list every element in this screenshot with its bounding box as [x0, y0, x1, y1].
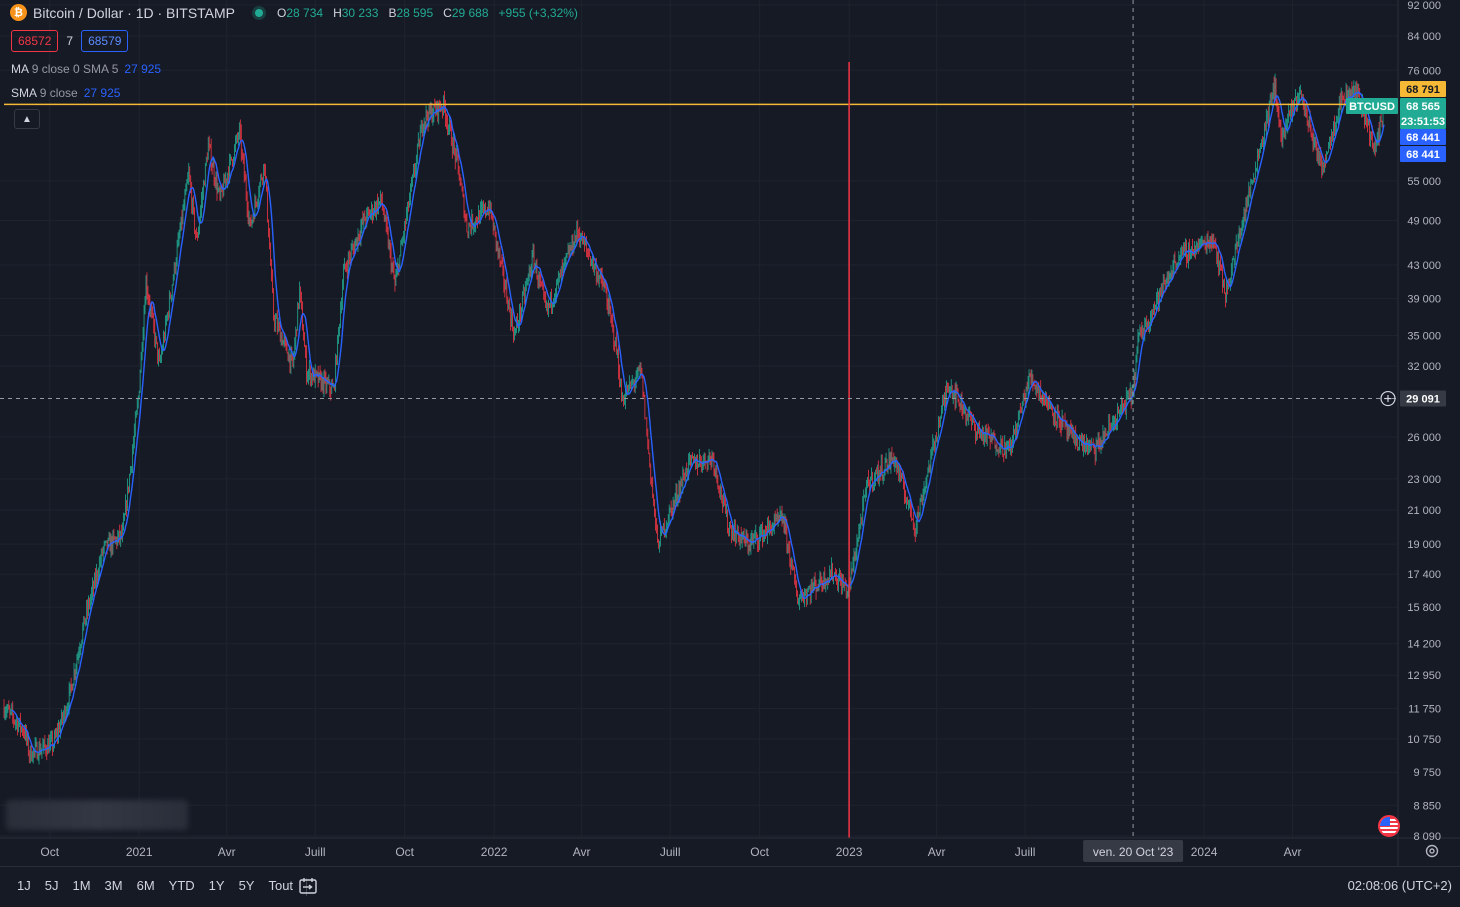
- price-tick-label: 76 000: [1407, 65, 1441, 77]
- range-button-ytd[interactable]: YTD: [168, 878, 195, 893]
- ohlc-change: +955 (+3,32%): [498, 5, 578, 20]
- range-button-1j[interactable]: 1J: [17, 878, 31, 893]
- gear-icon[interactable]: [1424, 843, 1440, 859]
- price-tick-label: 11 750: [1408, 703, 1441, 715]
- crosshair-date-bg: [1083, 840, 1184, 862]
- collapse-legend-button[interactable]: ▲: [14, 109, 40, 129]
- symbol-tag-bg: [1346, 98, 1398, 114]
- time-tick-label: 2022: [481, 845, 508, 859]
- price-tick-label: 43 000: [1407, 260, 1441, 272]
- price-tick-label: 8 850: [1413, 800, 1441, 812]
- price-tick-label: 14 200: [1407, 639, 1441, 651]
- market-open-dot-icon: [255, 8, 264, 17]
- price-tick-label: 92 000: [1407, 0, 1441, 12]
- crosshair-price-tag-bg: [1400, 390, 1446, 407]
- price-tick-label: 35 000: [1407, 330, 1441, 342]
- us-flag-icon[interactable]: [1378, 815, 1400, 837]
- ohlc-close: C29 688: [443, 5, 489, 20]
- ma-price-tag: 68 441: [1406, 132, 1440, 144]
- spread-value: 7: [66, 34, 74, 48]
- sma-price-tag: 68 441: [1406, 149, 1440, 161]
- price-tick-label: 17 400: [1407, 569, 1441, 581]
- range-button-5y[interactable]: 5Y: [238, 878, 255, 893]
- blurred-watermark: [6, 800, 188, 830]
- price-tick-label: 10 750: [1407, 734, 1441, 746]
- level-price-tag-bg: [1400, 81, 1446, 97]
- time-tick-label: Oct: [40, 845, 59, 859]
- price-tick-label: 15 800: [1407, 602, 1441, 614]
- price-tick-label: 26 000: [1407, 432, 1441, 444]
- ohlc-open: O28 734: [277, 5, 324, 20]
- range-button-1y[interactable]: 1Y: [208, 878, 225, 893]
- countdown-tag: 23:51:53: [1401, 116, 1445, 128]
- calendar-goto-icon[interactable]: [298, 876, 318, 896]
- chart-legend: ₿ Bitcoin / Dollar · 1D · BITSTAMP O28 7…: [10, 4, 578, 21]
- price-tick-label: 84 000: [1407, 31, 1441, 43]
- time-tick-label: Oct: [750, 845, 769, 859]
- add-alert-icon: [1380, 390, 1396, 407]
- ohlc-high: H30 233: [333, 5, 379, 20]
- indicator-sma[interactable]: SMA 9 close 27 925: [11, 86, 121, 100]
- time-tick-label: Avr: [218, 845, 236, 859]
- price-tick-label: 9 750: [1413, 767, 1441, 779]
- last-price-tag-bg: [1400, 98, 1446, 114]
- range-button-6m[interactable]: 6M: [136, 878, 155, 893]
- price-tick-label: 21 000: [1407, 505, 1441, 517]
- price-tick-label: 12 950: [1407, 670, 1441, 682]
- price-chart[interactable]: 92 000 84 000 76 000 55 000 49 000 43 000 39 0…: [0, 0, 1460, 866]
- range-button-1m[interactable]: 1M: [72, 878, 91, 893]
- ohlc-low: B28 595: [388, 5, 434, 20]
- timezone-clock[interactable]: 02:08:06 (UTC+2): [1347, 878, 1452, 893]
- time-tick-label: 2021: [126, 845, 153, 859]
- indicator-ma[interactable]: MA 9 close 0 SMA 5 27 925: [11, 62, 162, 76]
- countdown-tag-bg: [1400, 113, 1446, 129]
- price-axis: 92 000 84 000 76 000 55 000 49 000 43 000 39 0…: [1407, 0, 1441, 843]
- price-tick-label: 19 000: [1407, 539, 1441, 551]
- time-tick-label: Avr: [1284, 845, 1302, 859]
- bottom-toolbar: 1J 5J 1M 3M 6M YTD 1Y 5Y Tout 02:08:06 (UTC+2): [0, 866, 1460, 907]
- bid-ask-row: 68572 7 68579: [11, 30, 129, 52]
- crosshair-price-tag: 29 091: [1406, 394, 1440, 406]
- sell-price-button[interactable]: 68572: [11, 30, 59, 52]
- buy-price-button[interactable]: 68579: [81, 30, 129, 52]
- last-price-tag: 68 565: [1406, 101, 1440, 113]
- price-tick-label: 55 000: [1407, 176, 1441, 188]
- time-axis: Oct 2021 Avr Juill Oct 2022 Avr Juill Oct 2023 Avr…: [40, 845, 1301, 859]
- symbol-title[interactable]: Bitcoin / Dollar · 1D · BITSTAMP: [33, 4, 236, 21]
- time-tick-label: Avr: [928, 845, 946, 859]
- price-tick-label: 23 000: [1407, 474, 1441, 486]
- range-button-5j[interactable]: 5J: [44, 878, 59, 893]
- crosshair-date-label: ven. 20 Oct '23: [1083, 840, 1184, 862]
- range-button-tout[interactable]: Tout: [268, 878, 294, 893]
- time-tick-label: 2024: [1191, 845, 1218, 859]
- time-tick-label: Juill: [660, 845, 681, 859]
- time-tick-label: Juill: [1015, 845, 1036, 859]
- candles: [3, 73, 1385, 765]
- level-price-tag: 68 791: [1406, 84, 1440, 96]
- bitcoin-icon: ₿: [10, 4, 27, 21]
- ma-price-tag-bg: [1400, 129, 1446, 145]
- price-tags: 68 791 BTCUSD 68 565 23:51:53 68 441 68 441 29…: [1346, 81, 1446, 407]
- time-tick-label: Avr: [573, 845, 591, 859]
- price-tick-label: 8 090: [1413, 831, 1441, 843]
- time-tick-label: Oct: [395, 845, 414, 859]
- range-buttons: 1J 5J 1M 3M 6M YTD 1Y 5Y Tout: [10, 878, 313, 896]
- price-tick-label: 49 000: [1407, 215, 1441, 227]
- range-button-3m[interactable]: 3M: [104, 878, 123, 893]
- crosshair-date-text: ven. 20 Oct '23: [1093, 845, 1174, 859]
- chevron-up-icon: ▲: [22, 113, 32, 125]
- price-tick-label: 39 000: [1407, 293, 1441, 305]
- chart-grid: [0, 0, 1398, 838]
- ma-line: [11, 91, 1385, 754]
- time-tick-label: 2023: [836, 845, 863, 859]
- symbol-tag: BTCUSD: [1349, 101, 1395, 113]
- time-tick-label: Juill: [305, 845, 326, 859]
- price-tick-label: 32 000: [1407, 361, 1441, 373]
- sma-price-tag-bg: [1400, 146, 1446, 162]
